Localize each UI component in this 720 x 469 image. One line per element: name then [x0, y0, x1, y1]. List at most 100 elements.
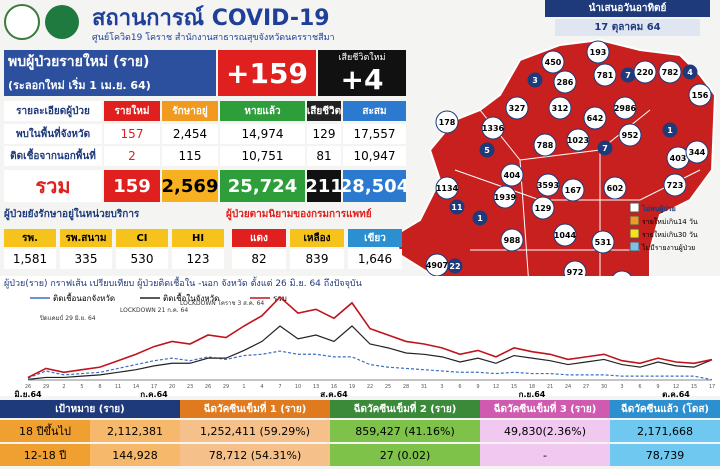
table-cell: 10,947: [343, 146, 406, 166]
x-tick-label: 22: [367, 384, 373, 390]
x-tick-label: 4: [260, 384, 263, 390]
vaccine-header: ฉีดวัคซีนเข็มที่ 2 (ราย): [330, 400, 480, 418]
annotation: ปิดแคมป์ 29 มิ.ย. 64: [39, 314, 96, 322]
legend-label: ติดเชื้อนอกจังหวัด: [53, 292, 115, 303]
district-count: 22: [449, 262, 460, 271]
table-total: 211: [307, 170, 341, 202]
district-bubble: [583, 106, 607, 130]
severity-header: เขียว: [348, 229, 402, 247]
vaccine-cell: 78,712 (54.31%): [180, 444, 330, 466]
district-bubble: [591, 230, 615, 254]
district-bubble: [533, 133, 557, 157]
table-cell: 129: [307, 124, 341, 144]
table-cell: 2,454: [162, 124, 218, 144]
district-count: 220: [637, 68, 654, 77]
district-count: 129: [535, 204, 552, 213]
district-bubble: [586, 40, 610, 64]
district-bubble: [505, 96, 529, 120]
table-header: รายใหม่: [104, 101, 160, 121]
district-bubble: [536, 173, 560, 197]
x-tick-label: 24: [565, 384, 571, 390]
district-borders: [454, 109, 701, 320]
day: นำเสนอวันอาทิตย์: [545, 0, 710, 17]
table-header: เสียชีวิต: [307, 101, 341, 121]
x-tick-label: 20: [169, 384, 175, 390]
district-bubble: [553, 223, 577, 247]
x-tick-label: 21: [547, 384, 553, 390]
table-header: สะสม: [343, 101, 406, 121]
district-bubble: [633, 60, 657, 84]
units-title: ผู้ป่วยยังรักษาอยู่ในหน่วยบริการ: [4, 208, 140, 220]
district-count: 167: [565, 186, 582, 195]
district-dot: [597, 140, 613, 156]
district-dot: [472, 210, 488, 226]
district-count: 642: [587, 114, 604, 123]
x-tick-label: 10: [295, 384, 301, 390]
district-bubble: [435, 110, 459, 134]
district-count: 788: [537, 141, 554, 150]
district-count: 156: [692, 91, 709, 100]
district-bubble: [500, 228, 524, 252]
annotation: LOCKDOWN 21 ก.ค. 64: [120, 307, 188, 314]
district-bubble: [553, 70, 577, 94]
units-header: CI: [116, 229, 168, 247]
table-header: รักษาอยู่: [162, 101, 218, 121]
x-tick-label: 1: [242, 384, 245, 390]
district-dot: [662, 122, 678, 138]
district-count: 7: [602, 144, 608, 153]
district-count: 404: [504, 171, 521, 180]
district-bubble: [541, 50, 565, 74]
district-bubble: [613, 96, 637, 120]
units-header: รพ.: [4, 229, 56, 247]
series-line: [27, 325, 713, 380]
district-count: 4: [687, 68, 693, 77]
x-tick-label: 28: [403, 384, 409, 390]
severity-header: เหลือง: [290, 229, 344, 247]
x-tick-label: 27: [583, 384, 589, 390]
table-header: หายแล้ว: [220, 101, 305, 121]
severity-value: 1,646: [348, 249, 402, 269]
vaccine-cell: 1,252,411 (59.29%): [180, 420, 330, 442]
subtitle: ศูนย์โควิด19 โคราช สำนักงานสาธารณสุขจังห…: [92, 33, 335, 43]
district-count: 952: [622, 131, 639, 140]
district-bubble: [435, 176, 459, 200]
table-header: รายละเอียดผู้ป่วย: [4, 101, 102, 121]
district-count: 7: [625, 71, 631, 80]
x-tick-label: 5: [80, 384, 83, 390]
month-label: ต.ค.64: [662, 390, 690, 399]
district-count: 1134: [436, 184, 459, 193]
x-tick-label: 15: [511, 384, 517, 390]
month-label: ก.ย.64: [519, 390, 546, 399]
units-header: รพ.สนาม: [60, 229, 112, 247]
district-bubble: [688, 83, 712, 107]
series-line: [27, 295, 713, 379]
district-count: 3: [532, 76, 538, 85]
x-tick-label: 13: [313, 384, 319, 390]
severity-value: 82: [232, 249, 286, 269]
x-tick-label: 14: [133, 384, 139, 390]
table-total: 159: [104, 170, 160, 202]
vaccine-cell: 144,928: [90, 444, 180, 466]
district-dot: [527, 72, 543, 88]
table-cell: 81: [307, 146, 341, 166]
month-label: มิ.ย.64: [14, 390, 42, 399]
vaccine-cell: 2,171,668: [610, 420, 720, 442]
vaccine-header: ฉีดวัคซีนแล้ว (โดส): [610, 400, 720, 418]
legend-label: ไม่พบผู้ป่วย: [641, 204, 676, 214]
x-tick-label: 9: [656, 384, 659, 390]
x-tick-label: 6: [638, 384, 641, 390]
severity-header: แดง: [232, 229, 286, 247]
vaccine-header: ฉีดวัคซีนเข็มที่ 3 (ราย): [480, 400, 610, 418]
vaccine-cell: -: [480, 444, 610, 466]
x-tick-label: 9: [476, 384, 479, 390]
legend-swatch: [629, 215, 640, 226]
vaccine-cell: 859,427 (41.16%): [330, 420, 480, 442]
chart-bg: [0, 276, 720, 396]
district-count: 178: [439, 118, 456, 127]
district-dot: [449, 199, 465, 215]
new-label: พบผู้ป่วยรายใหม่ (ราย): [4, 50, 216, 74]
district-count: 531: [595, 238, 612, 247]
legend-label: รวม: [273, 294, 287, 303]
legend-label: ไม่มีรายงานผู้ป่วย: [641, 243, 695, 252]
x-tick-label: 19: [349, 384, 355, 390]
